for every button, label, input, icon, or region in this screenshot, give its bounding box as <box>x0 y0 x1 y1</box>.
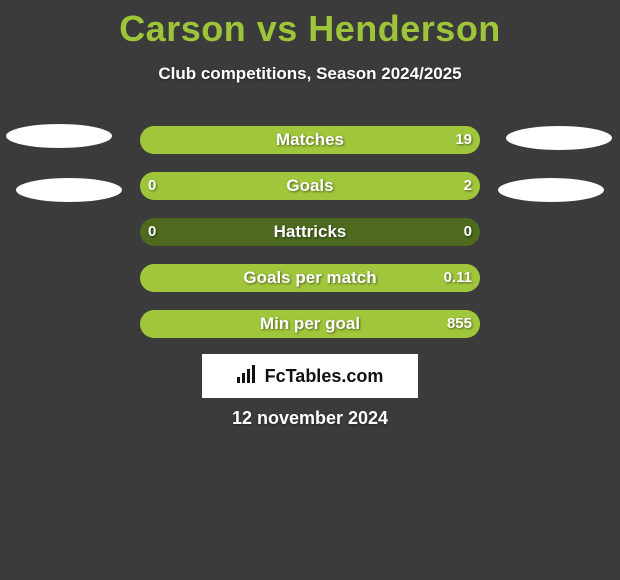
player-right-ellipse <box>506 126 612 150</box>
bar-track <box>140 218 480 246</box>
bar-track <box>140 172 480 200</box>
bar-right <box>201 172 480 200</box>
stat-value-right: 855 <box>447 310 472 338</box>
bar-track <box>140 264 480 292</box>
subtitle: Club competitions, Season 2024/2025 <box>0 64 620 84</box>
stat-value-right: 0 <box>464 218 472 246</box>
date-text: 12 november 2024 <box>0 408 620 429</box>
source-badge: FcTables.com <box>202 354 418 398</box>
comparison-infographic: Carson vs Henderson Club competitions, S… <box>0 0 620 580</box>
player-left-ellipse <box>6 124 112 148</box>
comparison-chart: Matches19Goals02Hattricks00Goals per mat… <box>0 126 620 376</box>
stat-row: Hattricks00 <box>0 218 620 246</box>
bar-right <box>140 264 480 292</box>
bar-right <box>140 310 480 338</box>
stat-value-right: 19 <box>455 126 472 154</box>
chart-bars-icon <box>237 365 259 388</box>
stat-row: Goals per match0.11 <box>0 264 620 292</box>
stat-value-right: 2 <box>464 172 472 200</box>
stat-value-left: 0 <box>148 218 156 246</box>
page-title: Carson vs Henderson <box>0 0 620 50</box>
stat-row: Min per goal855 <box>0 310 620 338</box>
player-right-ellipse <box>498 178 604 202</box>
player-left-ellipse <box>16 178 122 202</box>
stat-value-right: 0.11 <box>444 264 472 292</box>
stat-value-left: 0 <box>148 172 156 200</box>
bar-track <box>140 126 480 154</box>
source-badge-text: FcTables.com <box>265 366 384 387</box>
bar-track <box>140 310 480 338</box>
bar-right <box>140 126 480 154</box>
